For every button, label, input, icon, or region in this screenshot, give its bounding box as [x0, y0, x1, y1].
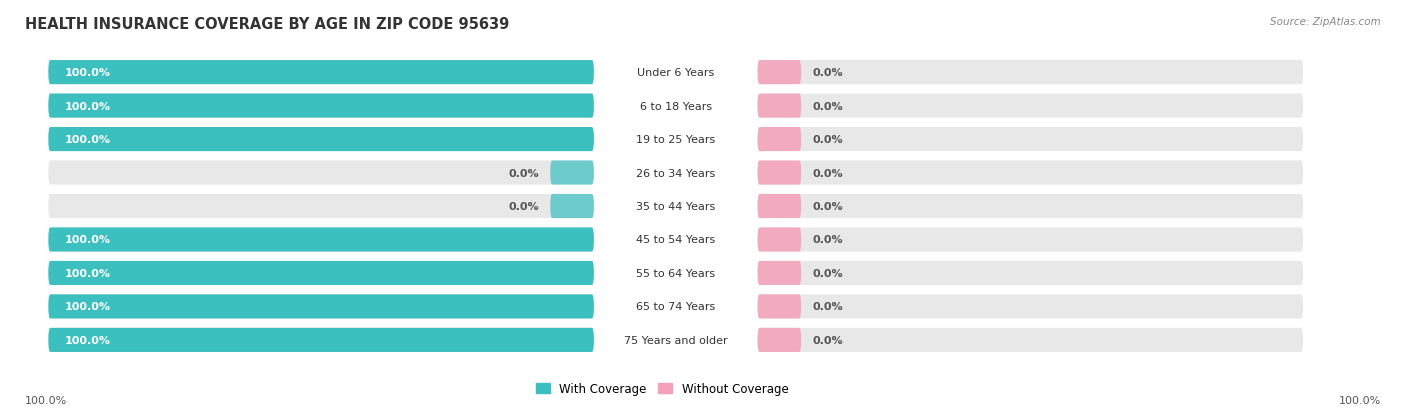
Text: 0.0%: 0.0%: [813, 202, 842, 211]
Legend: With Coverage, Without Coverage: With Coverage, Without Coverage: [536, 382, 789, 395]
FancyBboxPatch shape: [758, 228, 1303, 252]
Text: 6 to 18 Years: 6 to 18 Years: [640, 101, 711, 112]
Text: 26 to 34 Years: 26 to 34 Years: [636, 168, 716, 178]
FancyBboxPatch shape: [758, 294, 1303, 319]
FancyBboxPatch shape: [48, 61, 593, 85]
Text: Source: ZipAtlas.com: Source: ZipAtlas.com: [1270, 17, 1381, 26]
FancyBboxPatch shape: [758, 294, 801, 319]
Text: 45 to 54 Years: 45 to 54 Years: [636, 235, 716, 245]
Text: 75 Years and older: 75 Years and older: [624, 335, 727, 345]
FancyBboxPatch shape: [758, 61, 1303, 85]
Text: 0.0%: 0.0%: [813, 335, 842, 345]
FancyBboxPatch shape: [48, 128, 593, 152]
Text: Under 6 Years: Under 6 Years: [637, 68, 714, 78]
FancyBboxPatch shape: [48, 294, 593, 319]
Text: 0.0%: 0.0%: [813, 235, 842, 245]
Text: 100.0%: 100.0%: [65, 335, 111, 345]
FancyBboxPatch shape: [48, 161, 593, 185]
FancyBboxPatch shape: [48, 94, 593, 119]
Text: 19 to 25 Years: 19 to 25 Years: [636, 135, 716, 145]
Text: 100.0%: 100.0%: [65, 268, 111, 278]
FancyBboxPatch shape: [550, 161, 593, 185]
Text: 0.0%: 0.0%: [813, 268, 842, 278]
Text: 100.0%: 100.0%: [65, 135, 111, 145]
Text: 0.0%: 0.0%: [509, 168, 540, 178]
Text: 65 to 74 Years: 65 to 74 Years: [636, 301, 716, 312]
FancyBboxPatch shape: [48, 61, 593, 85]
Text: 0.0%: 0.0%: [813, 101, 842, 112]
FancyBboxPatch shape: [48, 328, 593, 352]
FancyBboxPatch shape: [48, 261, 593, 285]
FancyBboxPatch shape: [48, 228, 593, 252]
FancyBboxPatch shape: [758, 195, 1303, 218]
FancyBboxPatch shape: [48, 195, 593, 218]
FancyBboxPatch shape: [758, 128, 801, 152]
FancyBboxPatch shape: [758, 261, 801, 285]
Text: 100.0%: 100.0%: [65, 101, 111, 112]
FancyBboxPatch shape: [758, 195, 801, 218]
FancyBboxPatch shape: [48, 328, 593, 352]
Text: 100.0%: 100.0%: [1339, 395, 1381, 405]
FancyBboxPatch shape: [758, 161, 801, 185]
FancyBboxPatch shape: [758, 94, 1303, 119]
FancyBboxPatch shape: [48, 261, 593, 285]
Text: 100.0%: 100.0%: [25, 395, 67, 405]
FancyBboxPatch shape: [48, 128, 593, 152]
Text: 100.0%: 100.0%: [65, 301, 111, 312]
FancyBboxPatch shape: [758, 261, 1303, 285]
FancyBboxPatch shape: [758, 328, 1303, 352]
Text: 0.0%: 0.0%: [813, 301, 842, 312]
FancyBboxPatch shape: [758, 228, 801, 252]
Text: 0.0%: 0.0%: [509, 202, 540, 211]
Text: 0.0%: 0.0%: [813, 168, 842, 178]
FancyBboxPatch shape: [758, 128, 1303, 152]
Text: HEALTH INSURANCE COVERAGE BY AGE IN ZIP CODE 95639: HEALTH INSURANCE COVERAGE BY AGE IN ZIP …: [25, 17, 509, 31]
FancyBboxPatch shape: [48, 228, 593, 252]
FancyBboxPatch shape: [48, 294, 593, 319]
Text: 0.0%: 0.0%: [813, 68, 842, 78]
FancyBboxPatch shape: [758, 161, 1303, 185]
FancyBboxPatch shape: [758, 328, 801, 352]
FancyBboxPatch shape: [48, 94, 593, 119]
FancyBboxPatch shape: [550, 195, 593, 218]
Text: 100.0%: 100.0%: [65, 235, 111, 245]
Text: 0.0%: 0.0%: [813, 135, 842, 145]
Text: 55 to 64 Years: 55 to 64 Years: [636, 268, 716, 278]
Text: 35 to 44 Years: 35 to 44 Years: [636, 202, 716, 211]
Text: 100.0%: 100.0%: [65, 68, 111, 78]
FancyBboxPatch shape: [758, 61, 801, 85]
FancyBboxPatch shape: [758, 94, 801, 119]
